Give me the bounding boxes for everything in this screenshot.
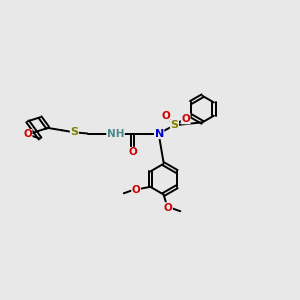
Text: NH: NH [107,128,124,139]
Text: O: O [128,147,137,158]
Text: O: O [23,130,32,140]
Text: O: O [161,111,170,121]
Text: N: N [154,128,164,139]
Text: O: O [181,114,190,124]
Text: S: S [70,127,78,137]
Text: O: O [132,185,140,195]
Text: O: O [164,203,172,213]
Text: S: S [170,120,178,130]
